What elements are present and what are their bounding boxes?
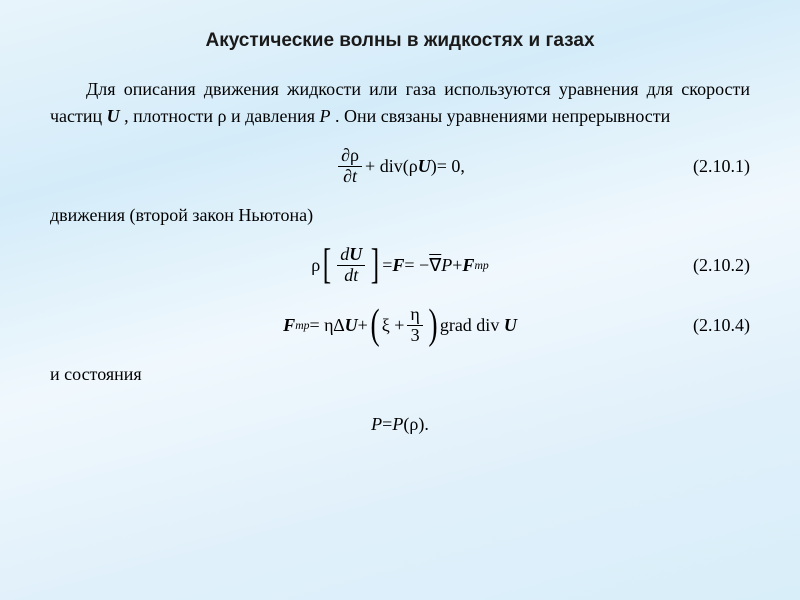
equation-4-row: P = P(ρ). (50, 400, 750, 448)
equation-3-number: (2.10.4) (693, 315, 750, 336)
eq2-lbr: [ (323, 244, 331, 286)
eq3-plus: + (358, 315, 368, 336)
eq1-comma: , (460, 156, 465, 177)
eq3-den: 3 (408, 326, 423, 346)
equation-1: ∂ρ ∂t + div(ρU) = 0, (50, 146, 750, 187)
eq3-lpar: ( (370, 304, 379, 346)
eq2-rho: ρ (311, 255, 320, 276)
eq2-P: P (441, 255, 452, 276)
eq1-eq: = 0 (437, 156, 461, 177)
equation-1-row: ∂ρ ∂t + div(ρU) = 0, (2.10.1) (50, 142, 750, 190)
equation-1-number: (2.10.1) (693, 156, 750, 177)
eq3-tr-sub: тр (295, 319, 309, 332)
intro-text-d: . Они связаны уравнениями непрерывности (331, 106, 671, 126)
intro-text-c: и давления (226, 106, 319, 126)
mid-text-2: и состояния (50, 361, 750, 388)
eq2-den: dt (341, 266, 361, 286)
eq3-U1: U (345, 315, 358, 336)
var-P: P (320, 106, 331, 126)
eq3-rpar: ) (428, 304, 437, 346)
equation-3-row: Fтр = η∆U + ( ξ + η 3 ) grad div U (2.10… (50, 301, 750, 349)
intro-paragraph: Для описания движения жидкости или газа … (50, 76, 750, 130)
eq3-U2: U (504, 315, 517, 336)
eq4-rho: ρ (409, 414, 418, 435)
eq2-rbr: ] (371, 244, 379, 286)
eq2-tr-sub: тр (474, 259, 488, 272)
eq3-xi: ξ + (382, 315, 405, 336)
eq3-Ftr: F (283, 315, 295, 336)
eq2-plus: + (452, 255, 462, 276)
eq2-F: F (392, 255, 404, 276)
eq4-P1: P (371, 414, 382, 435)
eq3-grad: grad div (440, 315, 499, 336)
eq4-P2: P (392, 414, 403, 435)
eq1-num: ∂ρ (338, 146, 362, 167)
eq2-num: dU (337, 245, 365, 266)
mid-text-1: движения (второй закон Ньютона) (50, 202, 750, 229)
eq2-eq1: = (382, 255, 392, 276)
eq1-plus: + div (365, 156, 403, 177)
eq2-Ftr: F (462, 255, 474, 276)
equation-3: Fтр = η∆U + ( ξ + η 3 ) grad div U (50, 304, 750, 346)
eq3-num: η (407, 305, 422, 326)
eq1-arg: ρU (409, 156, 431, 177)
var-U: U (107, 106, 120, 126)
eq2-eq2: = − (404, 255, 429, 276)
equation-2-number: (2.10.2) (693, 255, 750, 276)
equation-4: P = P(ρ). (50, 414, 750, 435)
equation-2: ρ [ dU dt ] = F = −∇P + Fтр (50, 244, 750, 286)
eq4-dot: . (424, 414, 429, 435)
intro-text-b: , плотности (120, 106, 218, 126)
eq3-eq: = η∆ (309, 315, 344, 336)
eq4-eq: = (382, 414, 392, 435)
eq2-nabla: ∇ (429, 255, 441, 276)
page-title: Акустические волны в жидкостях и газах (50, 30, 750, 52)
equation-2-row: ρ [ dU dt ] = F = −∇P + Fтр (2.10.2) (50, 241, 750, 289)
eq1-den: ∂t (340, 167, 360, 187)
